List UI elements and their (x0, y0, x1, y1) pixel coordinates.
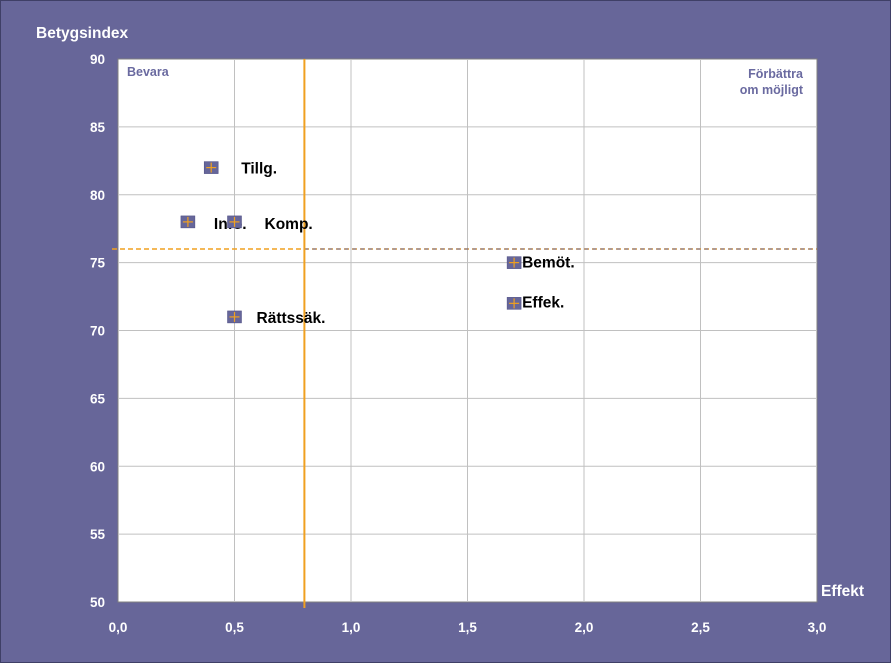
y-axis-ticks: 50 55 60 65 70 75 80 85 90 (90, 52, 106, 610)
x-tick-label: 0,0 (109, 620, 128, 635)
y-tick-label: 80 (90, 188, 105, 203)
gridlines (118, 59, 817, 602)
x-tick-label: 2,0 (575, 620, 594, 635)
data-point-label: Komp. (265, 216, 313, 233)
y-tick-label: 70 (90, 324, 105, 339)
y-tick-label: 90 (90, 52, 105, 67)
reference-lines (112, 59, 817, 608)
quadrant-label-bevara: Bevara (127, 65, 170, 79)
data-points: Tillg.Info.Komp.Rättssäk.Bemöt.Effek. (180, 161, 575, 327)
quadrant-label-forbattra: Förbättra (748, 67, 804, 81)
x-axis-ticks: 0,0 0,5 1,0 1,5 2,0 2,5 3,0 (109, 620, 827, 635)
y-axis-title: Betygsindex (36, 25, 129, 42)
y-tick-label: 50 (90, 595, 105, 610)
data-point-label: Effek. (522, 294, 564, 311)
quadrant-label-om-mojligt: om möjligt (740, 83, 804, 97)
x-tick-label: 2,5 (691, 620, 710, 635)
x-tick-label: 1,0 (342, 620, 361, 635)
y-tick-label: 60 (90, 459, 105, 474)
x-tick-label: 3,0 (808, 620, 827, 635)
data-point-label: Bemöt. (522, 255, 575, 272)
y-tick-label: 75 (90, 256, 106, 271)
x-tick-label: 1,5 (458, 620, 477, 635)
data-point-label: Rättssäk. (257, 310, 326, 327)
y-tick-label: 55 (90, 527, 106, 542)
x-axis-title: Effekt (821, 583, 864, 600)
data-point-label: Tillg. (241, 161, 277, 178)
y-tick-label: 85 (90, 120, 106, 135)
x-tick-label: 0,5 (225, 620, 244, 635)
y-tick-label: 65 (90, 391, 106, 406)
